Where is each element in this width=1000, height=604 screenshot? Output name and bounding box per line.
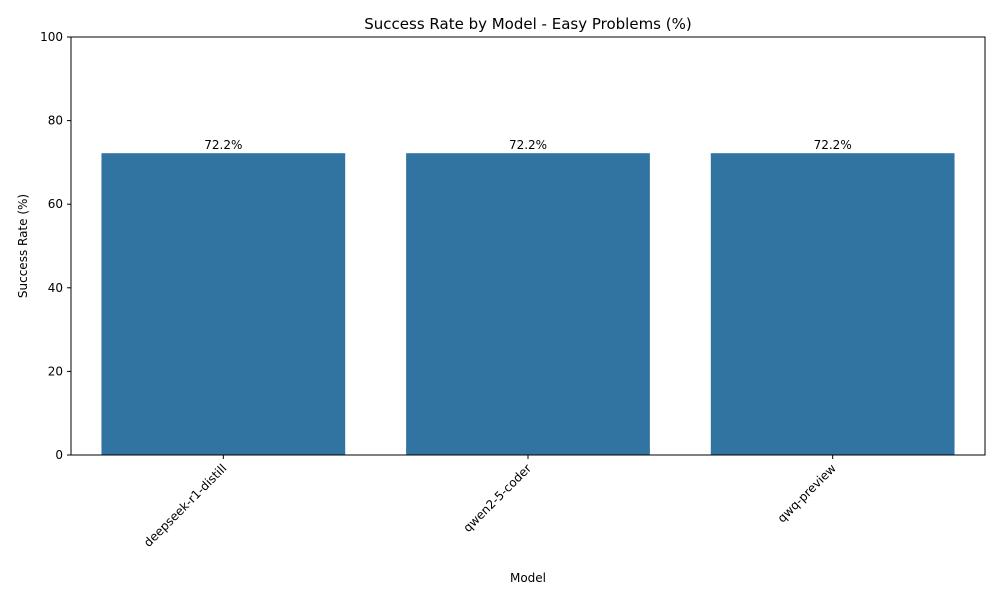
plot-area: 72.2% 72.2% 72.2% 0 20 40 60 80 100 deepseek-r1… [40,30,986,550]
bar-qwen2-5-coder [406,153,650,456]
x-tick-label: qwen2-5-coder [460,461,534,535]
chart-title: Success Rate by Model - Easy Problems (%… [364,15,691,33]
y-axis-label: Success Rate (%) [16,194,30,298]
data-labels-group: 72.2% 72.2% 72.2% [204,138,851,152]
bar-qwq-preview [710,153,955,456]
bar-deepseek-r1-distill [101,153,346,456]
data-label: 72.2% [814,138,852,152]
y-tick-label: 20 [48,364,63,378]
x-axis-label: Model [510,571,546,585]
x-tick-label: qwq-preview [775,461,839,525]
x-tick-label: deepseek-r1-distill [141,461,229,549]
y-tick-label: 100 [40,30,63,44]
x-axis: deepseek-r1-distill qwen2-5-coder qwq-prev… [141,455,839,550]
y-tick-label: 0 [55,448,63,462]
data-label: 72.2% [204,138,242,152]
y-tick-label: 80 [48,114,63,128]
bars-group [101,153,955,456]
y-axis: 0 20 40 60 80 100 [40,30,71,462]
data-label: 72.2% [509,138,547,152]
y-tick-label: 60 [48,197,63,211]
y-tick-label: 40 [48,281,63,295]
